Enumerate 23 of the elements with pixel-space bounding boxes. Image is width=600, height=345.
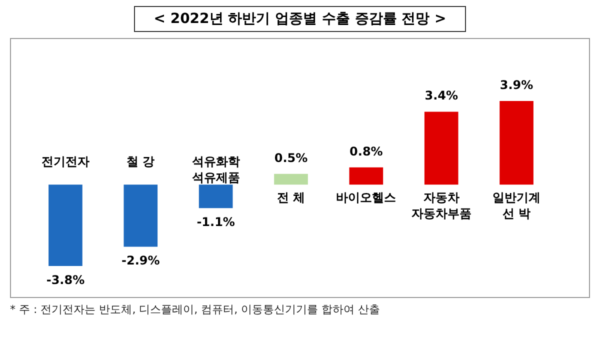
data-label: -2.9%: [122, 254, 160, 268]
x-tick-label: 전 체: [276, 190, 306, 205]
bar: [500, 101, 534, 185]
bar: [198, 184, 233, 208]
bar: [349, 167, 384, 185]
x-tick-label: 석유화학 석유제품: [192, 154, 240, 185]
bar: [424, 112, 458, 185]
data-label: 3.4%: [424, 88, 458, 103]
x-tick-label: 자동차 자동차부품: [411, 190, 472, 221]
text: * 주 : 전기전자는 반도체, 디스플레이, 컴퓨터, 이동통신기기를 합하여 산출: [10, 302, 382, 317]
data-label: -1.1%: [196, 215, 235, 230]
data-label: -3.8%: [46, 273, 85, 287]
x-tick-label: 바이오헬스: [336, 190, 396, 205]
data-label: 0.5%: [274, 150, 308, 165]
chart-title: < 2022년 하반기 업종별 수출 증감률 전망 >: [134, 6, 466, 32]
bar: [274, 174, 308, 185]
data-label: 3.9%: [500, 78, 534, 92]
bar: [48, 184, 82, 266]
x-tick-label: 철 강: [126, 154, 155, 169]
data-label: 0.8%: [350, 144, 383, 158]
bar: [124, 184, 158, 247]
x-tick-label: 전기전자: [41, 154, 90, 169]
x-tick-label: 일반기계 선 박: [492, 190, 541, 221]
